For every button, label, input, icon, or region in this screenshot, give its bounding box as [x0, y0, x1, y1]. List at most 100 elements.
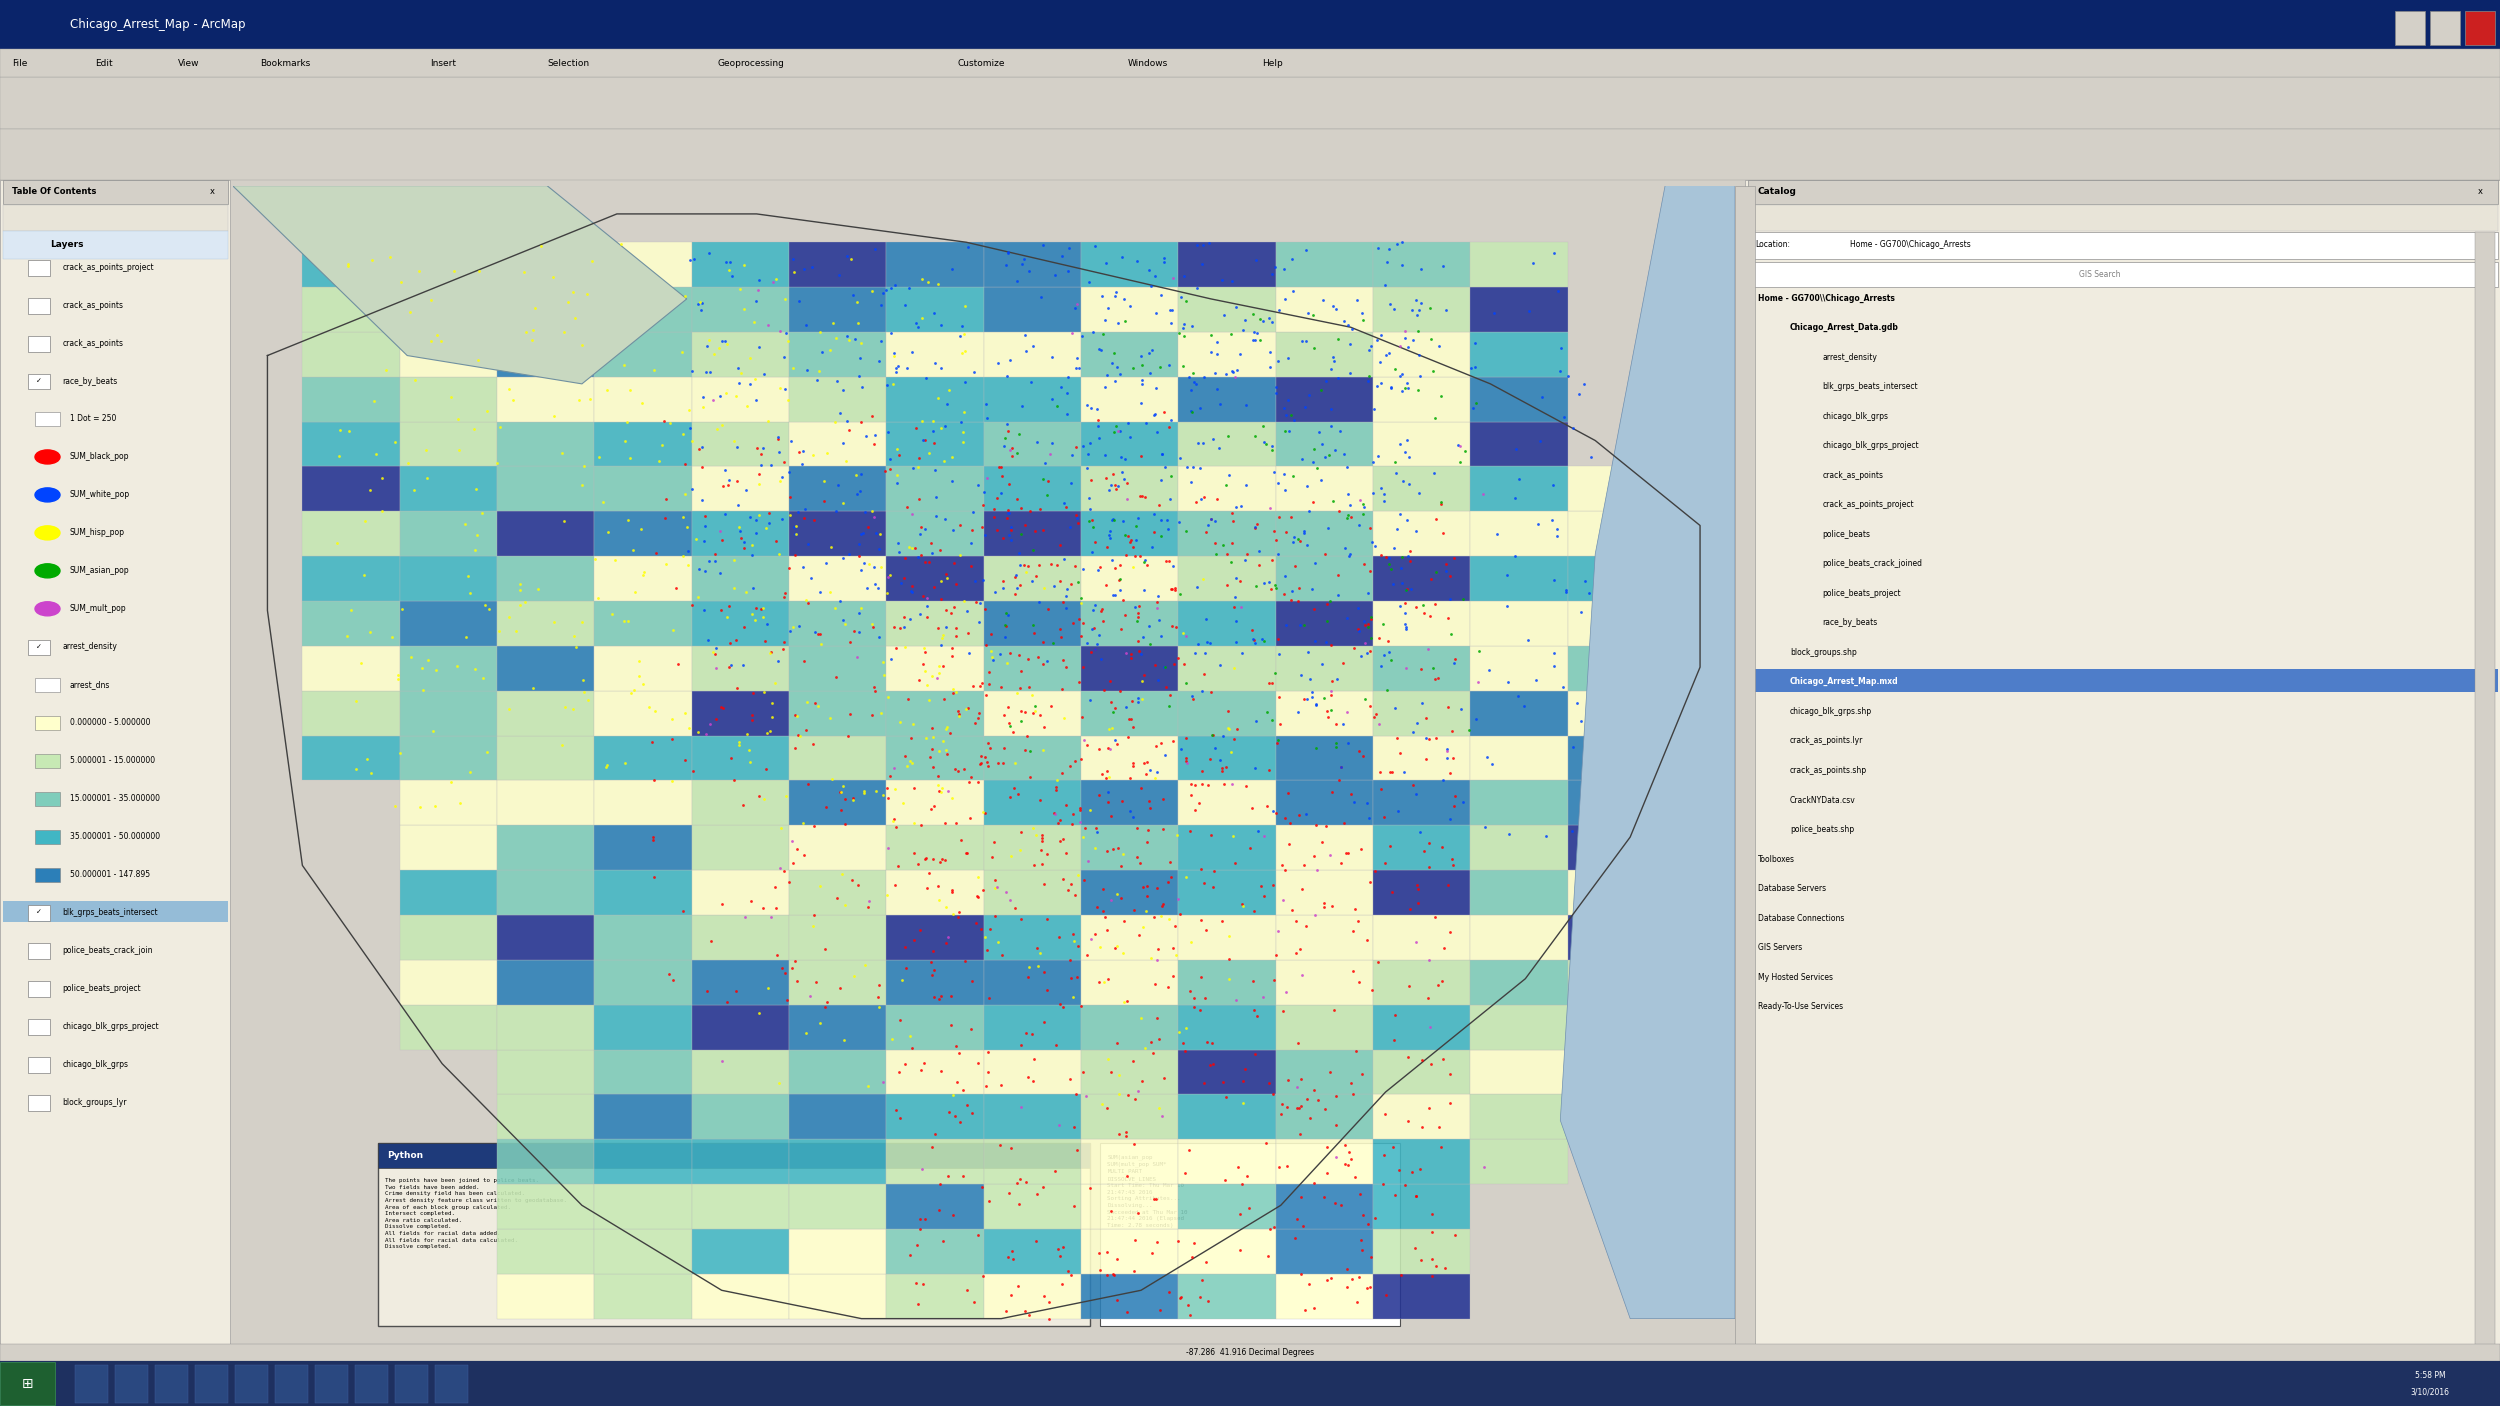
Point — [1145, 550, 1185, 572]
Point — [922, 776, 962, 799]
Point — [1092, 509, 1132, 531]
Point — [1280, 1097, 1320, 1119]
Point — [765, 288, 805, 311]
Bar — [1080, 645, 1178, 690]
Point — [612, 538, 652, 561]
Point — [1017, 645, 1058, 668]
Bar — [35, 868, 60, 882]
Point — [825, 450, 865, 472]
Point — [1128, 342, 1168, 364]
Point — [1148, 976, 1188, 998]
Point — [840, 602, 880, 624]
Point — [1175, 373, 1215, 395]
Point — [592, 603, 632, 626]
Point — [1272, 898, 1312, 921]
Point — [898, 852, 938, 875]
Point — [968, 939, 1008, 962]
Point — [1088, 782, 1128, 804]
Bar — [0, 1362, 55, 1405]
Point — [1170, 378, 1210, 401]
Point — [988, 603, 1028, 626]
Point — [558, 636, 598, 658]
Point — [1403, 593, 1442, 616]
Point — [1022, 824, 1062, 846]
Point — [805, 553, 845, 575]
Point — [1410, 568, 1450, 591]
Point — [450, 761, 490, 783]
Point — [930, 721, 970, 744]
Point — [945, 322, 985, 344]
Point — [1318, 328, 1358, 350]
Point — [775, 737, 815, 759]
Bar — [28, 943, 50, 959]
Point — [800, 321, 840, 343]
Point — [902, 1157, 942, 1180]
Bar — [595, 422, 693, 467]
Point — [1360, 371, 1400, 394]
Point — [1088, 759, 1128, 782]
Bar — [1568, 690, 1665, 735]
Point — [1375, 1004, 1415, 1026]
Point — [745, 363, 785, 385]
Point — [468, 741, 508, 763]
Point — [885, 606, 925, 628]
Point — [693, 641, 732, 664]
Point — [1120, 344, 1160, 367]
Text: GIS Search: GIS Search — [2080, 270, 2120, 278]
Point — [740, 463, 780, 485]
Text: Insert: Insert — [430, 59, 455, 67]
Point — [998, 541, 1038, 564]
Point — [1150, 1281, 1190, 1303]
Point — [390, 301, 430, 323]
Bar — [790, 287, 888, 332]
Point — [1278, 589, 1318, 612]
Point — [1538, 524, 1578, 547]
Point — [1395, 596, 1435, 619]
Point — [932, 1083, 972, 1105]
Point — [740, 472, 780, 495]
Point — [1118, 630, 1158, 652]
Point — [1068, 394, 1108, 416]
Point — [870, 458, 910, 481]
Point — [1182, 761, 1222, 783]
Point — [838, 533, 877, 555]
Point — [1268, 613, 1308, 636]
Point — [960, 917, 1000, 939]
Point — [1025, 960, 1065, 983]
Point — [1192, 724, 1232, 747]
Point — [1005, 1299, 1045, 1322]
Bar — [400, 242, 498, 287]
Point — [703, 474, 742, 496]
Point — [500, 579, 540, 602]
Point — [1145, 250, 1185, 273]
Bar — [498, 690, 595, 735]
Point — [755, 876, 795, 898]
Point — [1348, 1277, 1388, 1299]
Point — [988, 524, 1028, 547]
Point — [1352, 482, 1392, 505]
Point — [1202, 761, 1242, 783]
Point — [1005, 513, 1045, 536]
Text: ✓: ✓ — [35, 644, 42, 650]
Point — [350, 478, 390, 501]
Point — [1532, 242, 1572, 264]
Point — [1412, 1247, 1452, 1270]
Point — [822, 609, 862, 631]
Point — [1085, 970, 1125, 993]
Point — [1407, 987, 1447, 1010]
Point — [1090, 526, 1130, 548]
Point — [1325, 309, 1365, 332]
Point — [912, 963, 952, 986]
Point — [855, 679, 895, 702]
Point — [1342, 1229, 1382, 1251]
Point — [975, 581, 1015, 603]
Bar — [235, 1365, 268, 1403]
Point — [840, 346, 880, 368]
Point — [1262, 1092, 1302, 1115]
Point — [1055, 555, 1095, 578]
Text: CrackNYData.csv: CrackNYData.csv — [1790, 796, 1855, 804]
Point — [1328, 700, 1368, 723]
Point — [1088, 918, 1128, 941]
Point — [1315, 1085, 1355, 1108]
Point — [1338, 1265, 1378, 1288]
